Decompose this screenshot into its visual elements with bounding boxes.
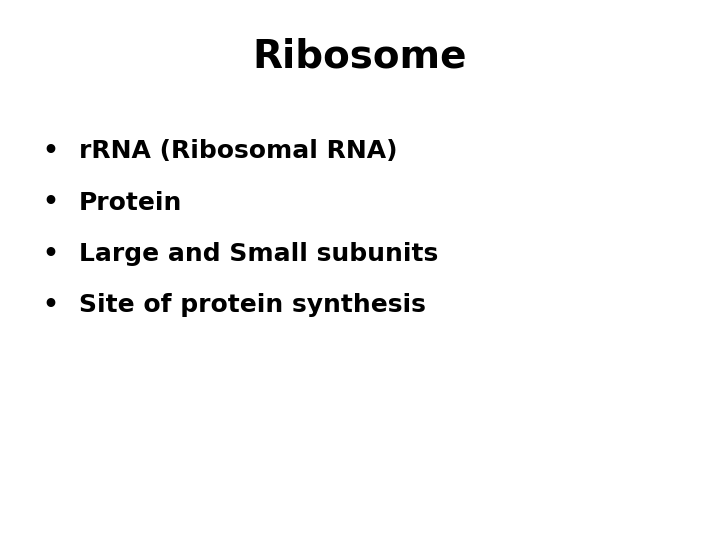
Text: •: • (42, 191, 58, 214)
Text: Ribosome: Ribosome (253, 38, 467, 76)
Text: •: • (42, 242, 58, 266)
Text: •: • (42, 293, 58, 317)
Text: Protein: Protein (79, 191, 183, 214)
Text: Large and Small subunits: Large and Small subunits (79, 242, 438, 266)
Text: •: • (42, 139, 58, 163)
Text: Site of protein synthesis: Site of protein synthesis (79, 293, 426, 317)
Text: rRNA (Ribosomal RNA): rRNA (Ribosomal RNA) (79, 139, 397, 163)
